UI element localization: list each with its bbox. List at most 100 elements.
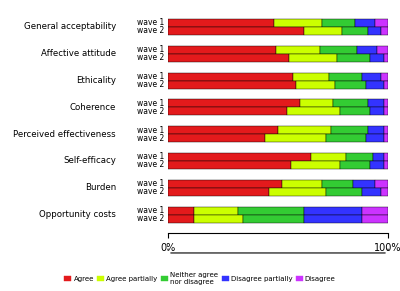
Bar <box>293 72 329 81</box>
Bar <box>304 207 362 214</box>
Bar <box>291 161 340 169</box>
Text: wave 1: wave 1 <box>137 45 164 54</box>
Text: Perceived effectiveness: Perceived effectiveness <box>13 130 116 139</box>
Bar <box>346 153 373 161</box>
Text: General acceptability: General acceptability <box>24 22 116 31</box>
Bar <box>168 99 300 107</box>
Bar <box>168 72 293 81</box>
Text: wave 2: wave 2 <box>137 214 164 223</box>
Bar <box>168 207 194 214</box>
Bar <box>375 19 388 27</box>
Bar <box>243 214 304 223</box>
Bar <box>370 107 384 116</box>
Bar <box>311 153 346 161</box>
Bar <box>269 188 326 196</box>
Bar <box>289 54 337 62</box>
Text: wave 1: wave 1 <box>137 72 164 81</box>
Bar <box>335 81 366 88</box>
Text: wave 1: wave 1 <box>137 126 164 135</box>
Text: wave 1: wave 1 <box>137 179 164 188</box>
Bar <box>265 134 326 142</box>
Bar <box>168 214 194 223</box>
Text: Ethicality: Ethicality <box>76 76 116 85</box>
Bar <box>304 214 362 223</box>
Bar <box>168 126 278 134</box>
Text: wave 1: wave 1 <box>137 18 164 27</box>
Bar <box>337 54 370 62</box>
Text: Burden: Burden <box>85 183 116 192</box>
Bar <box>194 214 243 223</box>
Bar <box>362 72 382 81</box>
Bar <box>342 27 368 35</box>
Bar <box>340 161 370 169</box>
Text: wave 2: wave 2 <box>137 161 164 169</box>
Bar <box>168 161 291 169</box>
Text: wave 1: wave 1 <box>137 152 164 162</box>
Bar <box>362 207 388 214</box>
Legend: Agree, Agree partially, Neither agree
nor disagree, Disagree partially, Disagree: Agree, Agree partially, Neither agree no… <box>62 269 338 288</box>
Bar <box>377 46 388 54</box>
Bar <box>370 161 384 169</box>
Text: wave 2: wave 2 <box>137 107 164 116</box>
Bar <box>362 188 382 196</box>
Bar <box>357 46 377 54</box>
Bar <box>331 126 368 134</box>
Bar <box>326 188 362 196</box>
Bar <box>322 19 355 27</box>
Bar <box>362 214 388 223</box>
Bar <box>340 107 370 116</box>
Bar <box>287 107 340 116</box>
Bar <box>373 153 384 161</box>
Bar <box>366 134 384 142</box>
Text: wave 2: wave 2 <box>137 187 164 196</box>
Bar <box>168 46 276 54</box>
Bar <box>168 27 304 35</box>
Bar <box>168 107 287 116</box>
Bar <box>168 19 274 27</box>
Text: wave 2: wave 2 <box>137 53 164 62</box>
Bar <box>375 180 388 188</box>
Bar <box>370 54 384 62</box>
Bar <box>168 188 269 196</box>
Bar <box>384 107 388 116</box>
Bar <box>329 72 362 81</box>
Bar <box>238 207 304 214</box>
Bar <box>384 153 388 161</box>
Bar <box>168 81 296 88</box>
Bar <box>278 126 331 134</box>
Bar <box>366 81 384 88</box>
Bar <box>168 134 265 142</box>
Bar <box>304 27 342 35</box>
Text: wave 1: wave 1 <box>137 99 164 108</box>
Bar <box>368 126 384 134</box>
Bar <box>168 153 311 161</box>
Bar <box>168 54 289 62</box>
Bar <box>322 180 353 188</box>
Text: Self-efficacy: Self-efficacy <box>63 157 116 166</box>
Bar <box>384 81 388 88</box>
Bar <box>353 180 375 188</box>
Bar <box>384 126 388 134</box>
Text: wave 2: wave 2 <box>137 26 164 36</box>
Text: wave 1: wave 1 <box>137 206 164 215</box>
Text: Opportunity costs: Opportunity costs <box>39 210 116 219</box>
Bar <box>355 19 375 27</box>
Bar <box>282 180 322 188</box>
Bar <box>300 99 333 107</box>
Bar <box>333 99 368 107</box>
Bar <box>368 27 382 35</box>
Bar <box>320 46 357 54</box>
Text: Coherence: Coherence <box>70 103 116 112</box>
Text: wave 2: wave 2 <box>137 134 164 143</box>
Bar <box>326 134 366 142</box>
Bar <box>384 134 388 142</box>
Bar <box>296 81 335 88</box>
Bar <box>382 72 388 81</box>
Bar <box>368 99 384 107</box>
Bar <box>384 54 388 62</box>
Bar <box>274 19 322 27</box>
Bar <box>384 161 388 169</box>
Bar <box>382 188 388 196</box>
Bar <box>382 27 388 35</box>
Text: Affective attitude: Affective attitude <box>41 49 116 58</box>
